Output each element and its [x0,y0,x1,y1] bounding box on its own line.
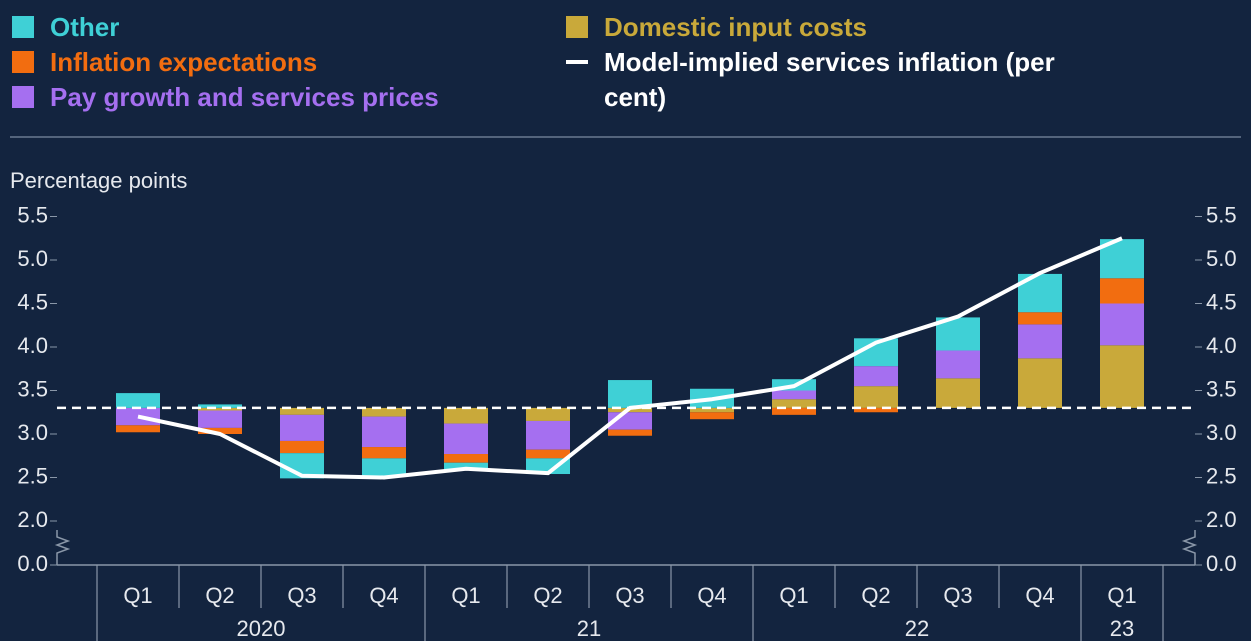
x-tick-label: Q1 [123,583,152,608]
legend-item: Domestic input costs [566,10,1066,45]
bar-segment [1100,278,1144,304]
bar-segment [362,407,406,417]
y-tick-label: 3.0 [17,420,48,445]
bar-segment [936,378,980,408]
bar-segment [198,404,242,408]
y-tick-label-right: 2.5 [1206,463,1237,488]
x-tick-label: Q2 [533,583,562,608]
bar-segment [116,393,160,408]
bar-segment [1100,303,1144,346]
y-tick-label-right: 2.0 [1206,507,1237,532]
axis-break [54,530,71,565]
x-tick-label: Q1 [779,583,808,608]
bar-segment [526,420,570,450]
bar-segment [1018,324,1062,359]
x-tick-label: Q4 [1025,583,1054,608]
bar-segment [854,366,898,387]
legend-label: Domestic input costs [604,12,867,42]
y-tick-label: 2.5 [17,463,48,488]
bar-segment [1018,312,1062,325]
x-tick-label: Q1 [451,583,480,608]
bar-segment [608,380,652,408]
y-tick-label-right: 3.0 [1206,420,1237,445]
legend-left: Other Inflation expectations Pay growth … [12,10,439,115]
bar-segment [280,440,324,454]
legend-item: Other [12,10,439,45]
bar-segment [444,454,488,463]
x-tick-label: Q1 [1107,583,1136,608]
bar-segment [280,407,324,415]
y-tick-label-right: 4.5 [1206,289,1237,314]
bar-segment [362,458,406,476]
bar-segment [198,427,242,434]
legend-swatch [12,16,34,38]
x-tick-label: Q4 [697,583,726,608]
legend-label: Inflation expectations [50,47,318,77]
legend-swatch [566,60,588,64]
legend-item: Model-implied services inflation (per ce… [566,45,1066,115]
y-axis-label: Percentage points [10,168,187,193]
bar-segment [772,407,816,415]
bar-segment [690,407,734,413]
bar-segment [936,350,980,379]
y-tick-label-right: 4.0 [1206,333,1237,358]
y-tick-label: 3.5 [17,376,48,401]
y-tick-label-right: 3.5 [1206,376,1237,401]
x-tick-label: Q3 [943,583,972,608]
line [137,236,1123,480]
y-tick-label: 4.0 [17,333,48,358]
legend-label: Model-implied services inflation (per ce… [604,47,1055,112]
x-tick-label: Q2 [861,583,890,608]
legend-label: Other [50,12,120,42]
x-tick-label: Q3 [615,583,644,608]
bar-segment [280,414,324,441]
legend-swatch [566,16,588,38]
bar-segment [772,390,816,400]
bar-segment [116,425,160,433]
bar-segment [690,412,734,420]
y-tick-label: 5.0 [17,246,48,271]
x-tick-label: Q4 [369,583,398,608]
y-tick-label: 5.5 [17,202,48,227]
x-group-label: 22 [905,616,929,641]
bar-segment [526,407,570,421]
legend-label: Pay growth and services prices [50,82,439,112]
bar-segment [1100,345,1144,408]
bar-segment [444,462,488,470]
x-group-label: 23 [1110,616,1134,641]
bar-segment [444,423,488,455]
legend-swatch [12,51,34,73]
bar-segment [772,399,816,408]
bar-segment [854,407,898,413]
bar-segment [444,407,488,424]
y-tick-label-right: 5.5 [1206,202,1237,227]
x-tick-label: Q3 [287,583,316,608]
y-tick-label-right: 5.0 [1206,246,1237,271]
bar-segment [362,416,406,448]
y-tick-label-right: 0.0 [1206,551,1237,576]
y-tick-label: 2.0 [17,507,48,532]
legend-item: Pay growth and services prices [12,80,439,115]
x-tick-label: Q2 [205,583,234,608]
y-tick-label: 4.5 [17,289,48,314]
bar-segment [116,407,160,426]
legend-swatch [12,86,34,108]
axis-break [1181,530,1198,565]
y-tick-label: 0.0 [17,551,48,576]
bar-segment [362,447,406,459]
x-group-label: 2020 [237,616,286,641]
bar-segment [608,429,652,436]
legend-right: Domestic input costs Model-implied servi… [566,10,1066,115]
x-group-label: 21 [577,616,601,641]
bar-segment [1018,358,1062,408]
legend-item: Inflation expectations [12,45,439,80]
bar-segment [526,449,570,459]
bar-segment [198,407,242,411]
bar-segment [198,410,242,428]
bar-segment [854,386,898,408]
